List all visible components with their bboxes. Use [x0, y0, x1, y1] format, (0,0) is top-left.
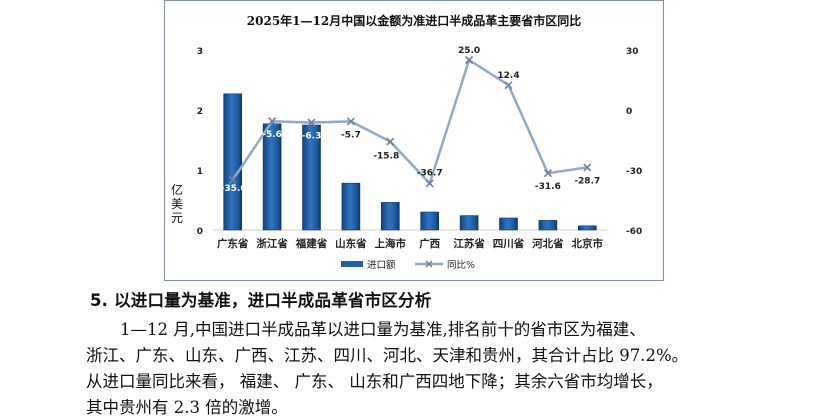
- x-tick-label: 河北省: [532, 237, 564, 250]
- body-line-4: 其中贵州有 2.3 倍的激增。: [86, 398, 288, 417]
- y-tick-label: 3: [197, 47, 203, 57]
- data-label: -5.6: [262, 130, 282, 140]
- y-axis-label-char: 元: [171, 211, 183, 225]
- body-line-2: 浙江、广东、山东、广西、江苏、四川、河北、天津和贵州，其合计占比 97.2%。: [86, 346, 689, 365]
- line-marker: [307, 118, 316, 127]
- bar: [223, 93, 243, 231]
- y-tick-label: 2: [197, 107, 203, 117]
- line-marker: [228, 175, 237, 185]
- x-tick-label: 四川省: [493, 237, 525, 250]
- y2-tick-label: -30: [626, 167, 642, 177]
- x-tick-label: 广西: [419, 237, 440, 250]
- section-heading: 5. 以进口量为基准，进口半成品革省市区分析: [90, 291, 432, 310]
- data-label: -15.8: [373, 152, 399, 162]
- bar: [341, 182, 361, 231]
- x-tick-label: 北京市: [572, 237, 604, 250]
- line-marker: [543, 169, 552, 178]
- bar: [577, 225, 597, 231]
- line-marker: [346, 117, 355, 126]
- line-marker: [425, 179, 434, 188]
- data-label: -5.7: [341, 130, 361, 140]
- x-tick-label: 广东省: [217, 237, 249, 250]
- legend-marker-line: [425, 260, 433, 268]
- y2-tick-label: -60: [626, 227, 642, 237]
- data-label: -31.6: [535, 182, 561, 192]
- x-tick-label: 江苏省: [453, 237, 485, 250]
- data-label: 12.4: [497, 71, 519, 81]
- bar: [420, 211, 439, 231]
- x-tick-label: 山东省: [335, 237, 367, 250]
- y-axis-label-char: 美: [171, 197, 183, 211]
- line-marker: [504, 81, 513, 90]
- y2-tick-label: 30: [626, 47, 639, 57]
- line-marker: [386, 137, 395, 146]
- line-marker: [583, 163, 592, 172]
- bar: [459, 215, 479, 231]
- chart-svg: 2025年1—12月中国以金额为准进口半成品革主要省市区同比 0 1 2 3 -60 -30…: [171, 13, 642, 271]
- line-marker: [465, 55, 474, 65]
- yoy-line: [231, 58, 588, 185]
- body-line-3: 从进口量同比来看， 福建、 广东、 山东和广西四地下降；其余六省市均增长，: [86, 372, 663, 391]
- legend-swatch-bars: [341, 261, 363, 267]
- legend-label-bars: 进口额: [367, 259, 396, 271]
- y-tick-label: 0: [197, 227, 203, 237]
- x-tick-label: 上海市: [375, 237, 407, 250]
- bar: [381, 202, 400, 231]
- chart-title: 2025年1—12月中国以金额为准进口半成品革主要省市区同比: [247, 13, 581, 28]
- y2-tick-label: 0: [626, 107, 632, 117]
- x-tick-label: 福建省: [295, 237, 328, 250]
- data-label: -35.0: [221, 184, 247, 194]
- y-tick-label: 1: [197, 167, 203, 177]
- legend-label-line: 同比%: [447, 259, 475, 271]
- x-tick-label: 浙江省: [256, 237, 288, 250]
- data-label: -6.3: [302, 132, 322, 142]
- bar: [262, 123, 282, 231]
- body-line-1: 1—12 月,中国进口半成品革以进口量为基准,排名前十的省市区为福建、: [120, 320, 646, 339]
- bar: [538, 220, 558, 231]
- chart-panel: 2025年1—12月中国以金额为准进口半成品革主要省市区同比 0 1 2 3 -60 -30…: [164, 0, 664, 281]
- bar: [302, 124, 321, 231]
- line-marker: [268, 117, 277, 126]
- data-label: -36.7: [417, 168, 443, 178]
- y-axis-label-char: 亿: [171, 182, 183, 197]
- data-label: 25.0: [458, 46, 480, 56]
- bar: [499, 217, 518, 231]
- data-label: -28.7: [574, 176, 600, 186]
